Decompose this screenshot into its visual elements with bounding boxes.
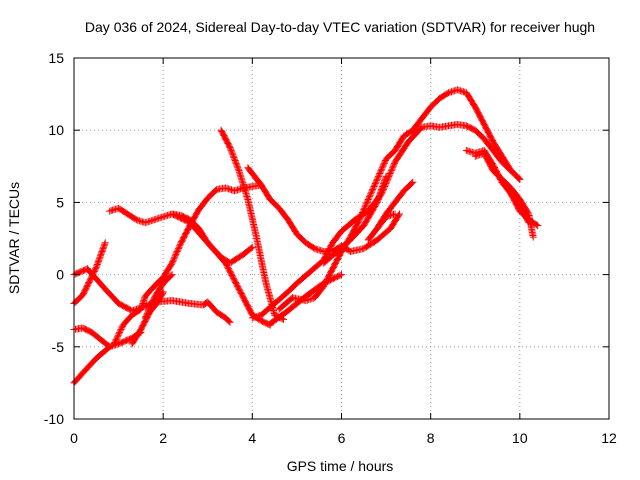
y-tick-label: 5 — [56, 194, 64, 210]
series-16 — [320, 172, 390, 267]
series-11 — [168, 210, 274, 329]
x-tick-label: 0 — [70, 430, 78, 446]
series-markers — [141, 271, 176, 322]
axis-ticks: 0 2 4 6 8 10 12 -10 -5 0 5 10 15 — [44, 50, 617, 446]
data-series — [70, 86, 542, 387]
y-tick-label: 15 — [48, 50, 64, 66]
y-tick-label: 0 — [56, 267, 64, 283]
series-markers — [150, 297, 234, 326]
grid-lines — [74, 58, 609, 419]
series-2 — [150, 297, 234, 326]
series-markers — [106, 204, 256, 267]
chart-title: Day 036 of 2024, Sidereal Day-to-day VTE… — [85, 19, 595, 35]
series-markers — [110, 181, 265, 348]
x-tick-label: 10 — [512, 430, 528, 446]
x-tick-label: 12 — [601, 430, 617, 446]
series-21 — [507, 190, 542, 229]
series-markers — [168, 210, 274, 329]
y-tick-label: -10 — [44, 411, 64, 427]
series-markers — [217, 126, 287, 323]
series-markers — [364, 210, 399, 244]
x-tick-label: 2 — [159, 430, 167, 446]
series-markers — [275, 86, 524, 313]
x-tick-label: 4 — [248, 430, 256, 446]
series-14 — [275, 86, 524, 313]
series-markers — [266, 271, 345, 328]
series-18 — [364, 210, 399, 244]
y-axis-label: SDTVAR / TECUs — [6, 182, 22, 294]
series-10 — [217, 126, 287, 323]
series-15 — [266, 271, 345, 328]
x-axis-label: GPS time / hours — [287, 458, 394, 474]
series-7 — [110, 181, 265, 348]
x-tick-label: 6 — [338, 430, 346, 446]
y-tick-label: -5 — [52, 339, 65, 355]
series-markers — [320, 172, 390, 267]
x-tick-label: 8 — [427, 430, 435, 446]
y-tick-label: 10 — [48, 122, 64, 138]
series-6 — [106, 204, 256, 267]
series-markers — [507, 190, 542, 229]
series-9 — [141, 271, 176, 322]
